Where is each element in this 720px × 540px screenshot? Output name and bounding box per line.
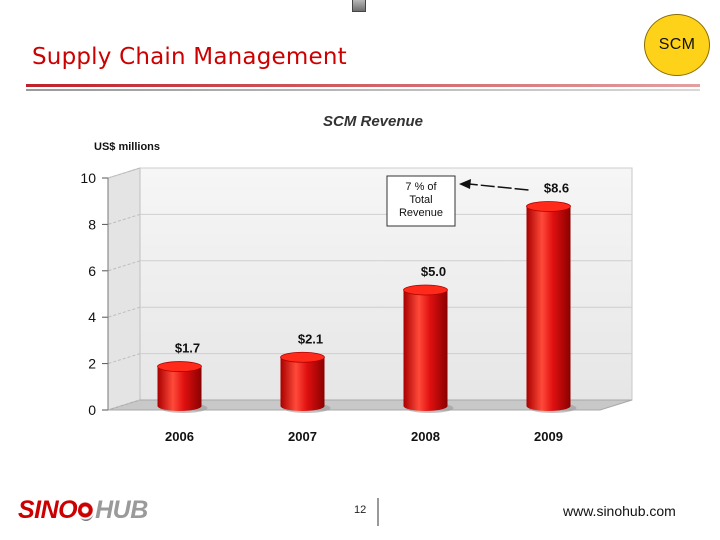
x-tick-label-2009: 2009	[534, 429, 563, 444]
annotation-line: 7 % of	[405, 181, 437, 193]
sinohub-logo: SINO HUB	[18, 496, 148, 525]
y-tick-label: 2	[88, 356, 96, 372]
annotation-line: Total	[409, 194, 432, 206]
x-tick-label-2008: 2008	[411, 429, 440, 444]
top-marker	[352, 0, 366, 12]
chart-side-wall	[107, 167, 141, 411]
title-rule-red	[26, 84, 700, 87]
revenue-chart: 0 2 4 6 8 10 SCM Revenue US$ millions $1.7 2006 $2…	[80, 113, 633, 444]
gridline-side	[107, 306, 141, 318]
logo-mark-icon	[78, 500, 95, 521]
annotation-arrow-head	[459, 179, 471, 189]
x-tick-label-2007: 2007	[288, 429, 317, 444]
data-label-2009: $8.6	[544, 180, 569, 195]
annotation-box	[386, 175, 456, 227]
gridline-side	[107, 353, 141, 365]
data-label-2007: $2.1	[298, 331, 323, 346]
gridline-side	[107, 167, 141, 179]
bar-2009	[526, 206, 571, 411]
bar-top-2006	[157, 361, 202, 372]
logo-text-sino: SINO	[18, 496, 78, 524]
annotation-arrow-line	[468, 183, 529, 191]
title-rule-grey	[26, 89, 700, 91]
slide-title: Supply Chain Management	[32, 44, 347, 70]
y-tick-label: 10	[80, 170, 96, 186]
bar-top-2009	[526, 201, 571, 212]
page-number: 12	[354, 504, 367, 516]
chart-title: SCM Revenue	[323, 113, 423, 130]
bar-top-2008	[403, 284, 448, 296]
scm-badge: SCM	[644, 14, 710, 76]
bar-top-2007	[280, 351, 325, 363]
annotation-line: Revenue	[399, 207, 443, 219]
gridline-side	[107, 213, 141, 225]
logo-text-hub: HUB	[95, 496, 148, 524]
y-tick-label: 0	[88, 402, 96, 418]
gridline-side	[107, 399, 141, 411]
x-tick-label-2006: 2006	[165, 429, 194, 444]
y-tick-label: 8	[88, 216, 96, 232]
bar-2006	[157, 366, 202, 411]
y-axis-label: US$ millions	[94, 141, 160, 153]
y-tick-label: 4	[88, 309, 96, 325]
bar-2007	[280, 357, 325, 411]
y-tick-label: 6	[88, 263, 96, 279]
data-label-2008: $5.0	[421, 264, 446, 279]
website-url: www.sinohub.com	[563, 503, 676, 519]
footer-divider	[377, 498, 379, 526]
gridline-side	[107, 260, 141, 272]
data-label-2006: $1.7	[175, 341, 200, 356]
bar-2008	[403, 290, 448, 411]
